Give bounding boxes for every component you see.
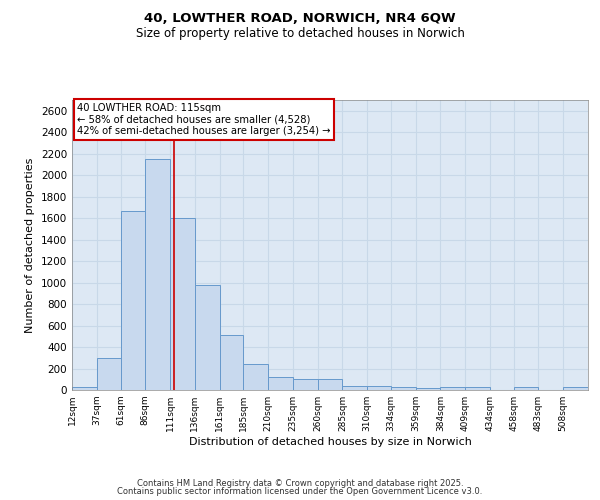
Bar [220,335,244,390]
Bar [293,380,317,390]
Text: Size of property relative to detached houses in Norwich: Size of property relative to detached ho… [136,28,464,40]
Bar [440,388,465,390]
Bar [465,388,490,390]
Bar [72,388,97,390]
Text: Contains HM Land Registry data © Crown copyright and database right 2025.: Contains HM Land Registry data © Crown c… [137,478,463,488]
Text: 40 LOWTHER ROAD: 115sqm
← 58% of detached houses are smaller (4,528)
42% of semi: 40 LOWTHER ROAD: 115sqm ← 58% of detache… [77,103,331,136]
Bar [121,210,145,390]
Bar [563,388,588,390]
Bar [317,380,343,390]
Y-axis label: Number of detached properties: Number of detached properties [25,158,35,332]
Bar [391,388,416,390]
Text: 40, LOWTHER ROAD, NORWICH, NR4 6QW: 40, LOWTHER ROAD, NORWICH, NR4 6QW [144,12,456,26]
Bar [367,386,391,390]
Text: Contains public sector information licensed under the Open Government Licence v3: Contains public sector information licen… [118,487,482,496]
Bar [195,286,220,390]
Bar [268,377,293,390]
Bar [343,386,367,390]
Bar [145,159,170,390]
Bar [416,388,440,390]
Bar [514,388,538,390]
Bar [170,218,195,390]
X-axis label: Distribution of detached houses by size in Norwich: Distribution of detached houses by size … [188,437,472,447]
Bar [244,364,268,390]
Bar [97,358,121,390]
